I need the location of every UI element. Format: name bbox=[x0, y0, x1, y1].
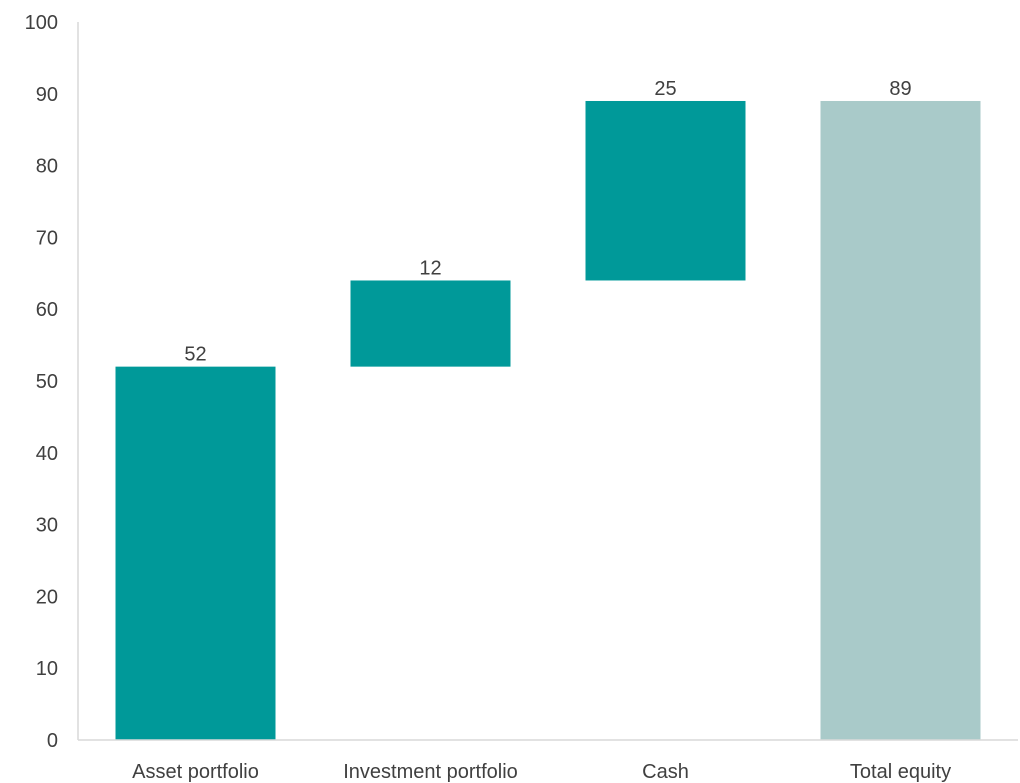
y-tick-label-0: 0 bbox=[47, 730, 58, 752]
y-tick-label-60: 60 bbox=[36, 299, 58, 321]
x-category-label-asset-portfolio: Asset portfolio bbox=[132, 761, 259, 783]
y-tick-label-10: 10 bbox=[36, 658, 58, 680]
y-axis-ticks: 0 10 20 30 40 50 60 70 80 90 100 bbox=[25, 12, 58, 752]
y-tick-label-100: 100 bbox=[25, 12, 58, 34]
data-label-total-equity: 89 bbox=[889, 78, 911, 100]
bar-total-equity bbox=[820, 100, 981, 741]
bar-cash bbox=[585, 100, 746, 281]
y-tick-label-30: 30 bbox=[36, 515, 58, 537]
data-labels: 52 12 25 89 bbox=[184, 78, 911, 366]
bars bbox=[115, 100, 981, 741]
y-tick-label-70: 70 bbox=[36, 227, 58, 249]
bar-investment-portfolio bbox=[350, 280, 511, 367]
x-category-label-cash: Cash bbox=[642, 761, 689, 783]
y-tick-label-90: 90 bbox=[36, 84, 58, 106]
x-axis-labels: Asset portfolio Investment portfolio Cash T… bbox=[132, 761, 951, 783]
x-category-label-total-equity: Total equity bbox=[850, 761, 951, 783]
data-label-asset-portfolio: 52 bbox=[184, 344, 206, 366]
y-tick-label-50: 50 bbox=[36, 371, 58, 393]
x-category-label-investment-portfolio: Investment portfolio bbox=[343, 761, 518, 783]
y-tick-label-20: 20 bbox=[36, 586, 58, 608]
bar-asset-portfolio bbox=[115, 366, 276, 740]
data-label-investment-portfolio: 12 bbox=[419, 257, 441, 279]
y-tick-label-40: 40 bbox=[36, 443, 58, 465]
y-tick-label-80: 80 bbox=[36, 156, 58, 178]
data-label-cash: 25 bbox=[654, 78, 676, 100]
